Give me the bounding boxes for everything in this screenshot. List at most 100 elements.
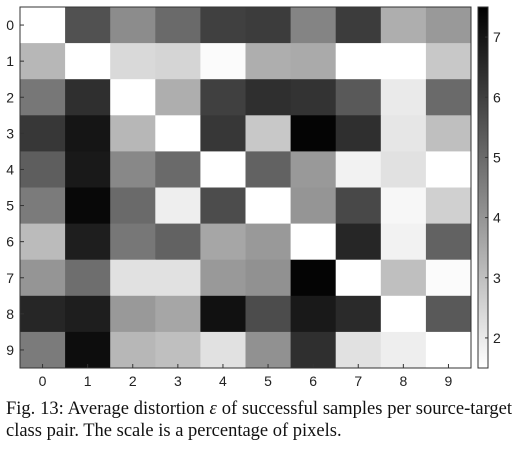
x-tick-label: 5 — [264, 373, 272, 389]
heatmap-cell-r3-c7 — [335, 115, 382, 152]
heatmap-cell-r3-c3 — [155, 115, 201, 152]
heatmap-cell-r5-c5 — [245, 187, 291, 224]
heatmap-cell-r2-c0 — [20, 79, 66, 116]
y-tick-label: 3 — [6, 125, 14, 141]
heatmap-cell-r7-c4 — [200, 259, 246, 297]
y-tick-label: 9 — [6, 342, 14, 358]
heatmap-cell-r1-c9 — [425, 43, 472, 80]
figure-caption: Fig. 13: Average distortion ε of success… — [6, 398, 512, 442]
heatmap-cell-r7-c1 — [65, 259, 111, 297]
heatmap-cell-r1-c8 — [380, 43, 427, 80]
heatmap-cell-r9-c4 — [200, 331, 246, 369]
heatmap-cell-r6-c5 — [245, 223, 291, 261]
heatmap-cell-r1-c1 — [65, 43, 111, 80]
heatmap-cell-r2-c3 — [155, 79, 201, 116]
heatmap-cell-r3-c1 — [65, 115, 111, 152]
heatmap-cell-r1-c7 — [335, 43, 382, 80]
x-tick-label: 3 — [174, 373, 182, 389]
heatmap-cell-r7-c3 — [155, 259, 201, 297]
heatmap-cell-r0-c8 — [380, 7, 427, 44]
heatmap-cell-r8-c3 — [155, 295, 201, 333]
x-tick-label: 1 — [84, 373, 92, 389]
colorbar-tick-label: 6 — [493, 89, 501, 105]
heatmap-cell-r8-c8 — [380, 295, 427, 333]
colorbar-gradient — [477, 6, 489, 369]
heatmap-cell-r7-c9 — [425, 259, 472, 297]
heatmap-cell-r5-c3 — [155, 187, 201, 224]
heatmap-cell-r6-c8 — [380, 223, 427, 261]
heatmap-cell-r9-c3 — [155, 331, 201, 369]
heatmap-figure: 0 1 2 3 4 5 6 7 8 9 0 1 2 3 4 5 6 7 8 9 2 3 4 5 6 7 — [6, 6, 501, 389]
y-tick-label: 6 — [6, 234, 14, 250]
colorbar: 2 3 4 5 6 7 — [477, 6, 501, 369]
heatmap-cell-r4-c0 — [20, 151, 66, 188]
y-tick-label: 7 — [6, 270, 14, 286]
heatmap-cell-r2-c5 — [245, 79, 291, 116]
colorbar-tick-label: 2 — [493, 330, 501, 346]
heatmap-cell-r2-c7 — [335, 79, 382, 116]
heatmap-frame — [19, 6, 472, 369]
heatmap-cell-r4-c2 — [110, 151, 156, 188]
heatmap-cell-r5-c6 — [290, 187, 337, 224]
heatmap-cell-r6-c7 — [335, 223, 382, 261]
heatmap-cell-r2-c6 — [290, 79, 337, 116]
heatmap-cell-r4-c7 — [335, 151, 382, 188]
heatmap-cell-r6-c4 — [200, 223, 246, 261]
heatmap-cell-r1-c0 — [20, 43, 66, 80]
y-tick-label: 8 — [6, 306, 14, 322]
heatmap-cell-r8-c5 — [245, 295, 291, 333]
x-tick-label: 6 — [309, 373, 317, 389]
heatmap-cell-r3-c5 — [245, 115, 291, 152]
heatmap-cell-r0-c4 — [200, 7, 246, 44]
heatmap-cell-r2-c1 — [65, 79, 111, 116]
heatmap-cell-r6-c9 — [425, 223, 472, 261]
heatmap-cell-r9-c6 — [290, 331, 337, 369]
heatmap-cell-r2-c4 — [200, 79, 246, 116]
heatmap-cell-r9-c0 — [20, 331, 66, 369]
colorbar-tick-label: 4 — [493, 210, 501, 226]
heatmap-cell-r6-c6 — [290, 223, 337, 261]
x-tick-label: 4 — [219, 373, 227, 389]
heatmap-cell-r3-c2 — [110, 115, 156, 152]
heatmap-cell-r9-c5 — [245, 331, 291, 369]
heatmap-cell-r4-c1 — [65, 151, 111, 188]
heatmap-cells — [20, 7, 472, 369]
heatmap-cell-r5-c7 — [335, 187, 382, 224]
heatmap-cell-r1-c6 — [290, 43, 337, 80]
heatmap-cell-r6-c1 — [65, 223, 111, 261]
y-tick-label: 0 — [6, 17, 14, 33]
heatmap-cell-r8-c7 — [335, 295, 382, 333]
heatmap-cell-r8-c0 — [20, 295, 66, 333]
heatmap-cell-r0-c2 — [110, 7, 156, 44]
colorbar-tick-label: 7 — [493, 29, 501, 45]
heatmap-cell-r3-c6 — [290, 115, 337, 152]
heatmap-cell-r1-c5 — [245, 43, 291, 80]
heatmap-cell-r1-c4 — [200, 43, 246, 80]
heatmap-cell-r7-c8 — [380, 259, 427, 297]
heatmap-cell-r2-c8 — [380, 79, 427, 116]
heatmap-cell-r0-c5 — [245, 7, 291, 44]
heatmap-cell-r6-c0 — [20, 223, 66, 261]
heatmap-cell-r7-c7 — [335, 259, 382, 297]
x-axis: 0 1 2 3 4 5 6 7 8 9 — [39, 364, 453, 389]
caption-suffix: of successful samples per source-target … — [6, 399, 513, 441]
heatmap-cell-r0-c3 — [155, 7, 201, 44]
heatmap-cell-r5-c0 — [20, 187, 66, 224]
heatmap-cell-r1-c2 — [110, 43, 156, 80]
heatmap-cell-r9-c7 — [335, 331, 382, 369]
heatmap-cell-r0-c0 — [20, 7, 66, 44]
heatmap-cell-r7-c2 — [110, 259, 156, 297]
heatmap-cell-r9-c9 — [425, 331, 472, 369]
heatmap-cell-r9-c2 — [110, 331, 156, 369]
heatmap-cell-r4-c6 — [290, 151, 337, 188]
heatmap-cell-r7-c5 — [245, 259, 291, 297]
heatmap-cell-r5-c4 — [200, 187, 246, 224]
heatmap-cell-r6-c2 — [110, 223, 156, 261]
heatmap-cell-r4-c8 — [380, 151, 427, 188]
caption-symbol: ε — [209, 399, 217, 419]
heatmap-cell-r4-c4 — [200, 151, 246, 188]
colorbar-tick-label: 3 — [493, 270, 501, 286]
heatmap-cell-r4-c9 — [425, 151, 472, 188]
caption-prefix: Fig. 13: Average distortion — [6, 399, 210, 419]
heatmap-cell-r5-c8 — [380, 187, 427, 224]
